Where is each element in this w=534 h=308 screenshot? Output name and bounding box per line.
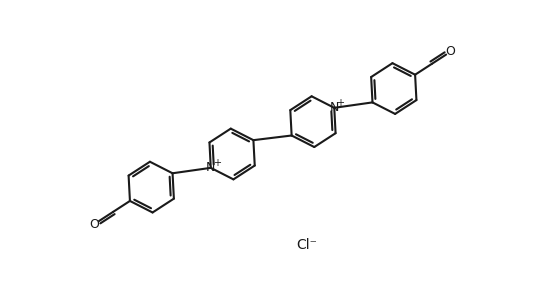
Text: N: N: [329, 101, 339, 114]
Text: +: +: [213, 158, 221, 168]
Text: +: +: [336, 98, 344, 108]
Text: O: O: [446, 45, 456, 58]
Text: O: O: [90, 217, 99, 230]
Text: Cl⁻: Cl⁻: [296, 238, 317, 252]
Text: N: N: [206, 161, 216, 174]
